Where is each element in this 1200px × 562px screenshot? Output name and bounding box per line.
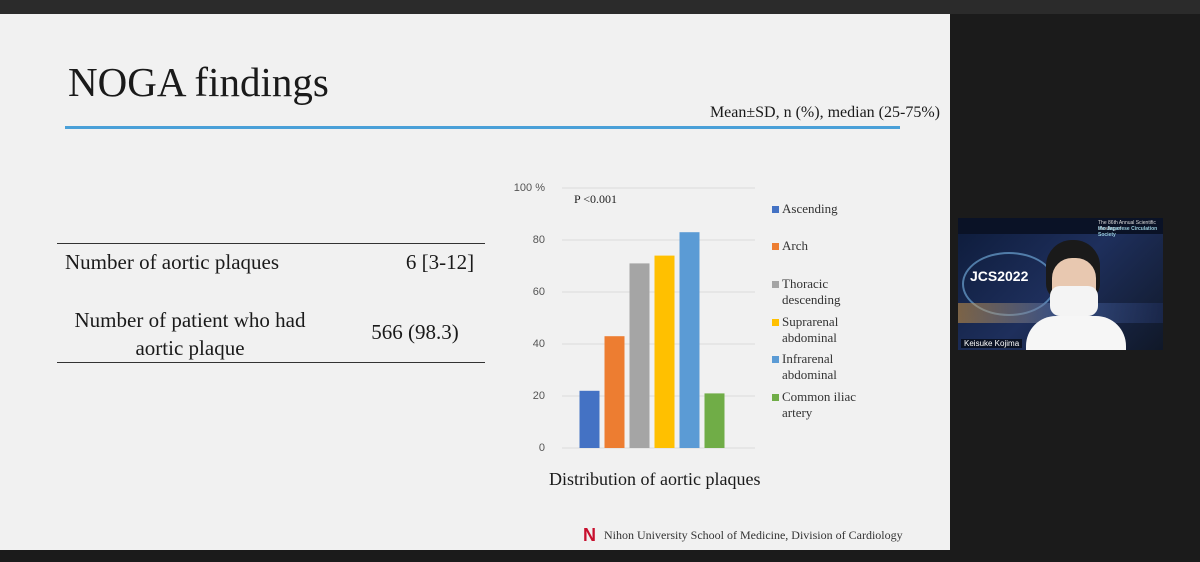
- banner-text: The 86th Annual Scientific Meeting of: [1098, 220, 1156, 232]
- legend-label: Arch: [782, 238, 808, 253]
- participant-name: Keisuke Kojima: [961, 339, 1023, 348]
- chart-caption: Distribution of aortic plaques: [549, 469, 761, 489]
- annotation: P <0.001: [574, 192, 617, 206]
- top-bar: [0, 0, 1200, 14]
- video-tile: The 86th Annual Scientific Meeting of th…: [958, 218, 1163, 350]
- legend-swatch: [772, 243, 779, 250]
- legend-swatch: [772, 281, 779, 288]
- table-rule: [57, 362, 485, 363]
- logo: N: [583, 525, 596, 545]
- title-rule: [65, 126, 900, 129]
- bar: [679, 232, 700, 448]
- table-rule: [57, 243, 485, 244]
- coat: [1026, 316, 1126, 350]
- slide-title: NOGA findings: [68, 59, 329, 105]
- footer: Nihon University School of Medicine, Div…: [604, 528, 903, 542]
- jcs-logo: JCS2022: [970, 268, 1029, 284]
- y-tick-label: 80: [533, 234, 545, 246]
- y-tick-label: 20: [533, 390, 545, 402]
- table-cell: 566 (98.3): [371, 320, 459, 344]
- y-tick-label: 0: [539, 442, 545, 454]
- bar: [579, 390, 600, 448]
- banner-text: the Japanese Circulation Society: [1098, 226, 1158, 238]
- legend-label: Suprarenal abdominal: [782, 314, 839, 345]
- table-cell: 6 [3-12]: [405, 250, 475, 274]
- legend-swatch: [772, 319, 779, 326]
- y-tick-label: 40: [533, 338, 545, 350]
- legend-label: Thoracic descending: [782, 276, 841, 307]
- legend-swatch: [772, 206, 779, 213]
- legend-swatch: [772, 394, 779, 401]
- y-tick-label: 100 %: [514, 182, 545, 194]
- legend-label: Ascending: [782, 201, 838, 216]
- legend-swatch: [772, 356, 779, 363]
- bar: [704, 393, 725, 448]
- table-cell: Number of aortic plaques: [65, 250, 280, 274]
- legend-label: Common iliac artery: [782, 389, 857, 420]
- table-cell: Number of patient who had aortic plaque: [74, 308, 306, 360]
- slide-subtitle: Mean±SD, n (%), median (25-75%): [709, 104, 940, 121]
- bar: [629, 263, 650, 448]
- legend-label: Infrarenal abdominal: [782, 351, 837, 382]
- mask: [1050, 286, 1098, 316]
- slide: [0, 14, 950, 550]
- y-tick-label: 60: [533, 286, 545, 298]
- banner: [958, 218, 1163, 234]
- bar: [654, 255, 675, 448]
- bar: [604, 336, 625, 448]
